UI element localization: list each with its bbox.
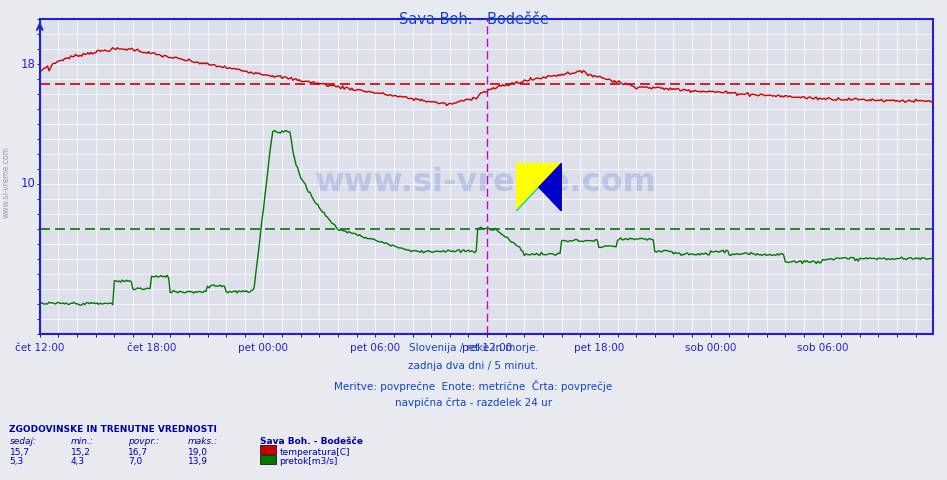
Polygon shape: [516, 163, 562, 211]
Text: pet 18:00: pet 18:00: [574, 343, 624, 353]
Text: sob 06:00: sob 06:00: [796, 343, 849, 353]
Text: navpična črta - razdelek 24 ur: navpična črta - razdelek 24 ur: [395, 398, 552, 408]
Text: maks.:: maks.:: [188, 437, 218, 446]
Text: sedaj:: sedaj:: [9, 437, 37, 446]
Text: Sava Boh. - Bodešče: Sava Boh. - Bodešče: [399, 12, 548, 27]
Text: pet 06:00: pet 06:00: [350, 343, 401, 353]
Text: Slovenija / reke in morje.: Slovenija / reke in morje.: [408, 343, 539, 353]
Text: 13,9: 13,9: [188, 457, 207, 467]
Text: ZGODOVINSKE IN TRENUTNE VREDNOSTI: ZGODOVINSKE IN TRENUTNE VREDNOSTI: [9, 425, 218, 434]
Polygon shape: [516, 187, 539, 211]
Text: temperatura[C]: temperatura[C]: [279, 448, 349, 457]
Text: 4,3: 4,3: [71, 457, 85, 467]
Text: čet 12:00: čet 12:00: [15, 343, 64, 353]
Text: 10: 10: [21, 178, 35, 191]
Text: pretok[m3/s]: pretok[m3/s]: [279, 457, 338, 467]
Text: 19,0: 19,0: [188, 448, 207, 457]
Text: www.si-vreme.com: www.si-vreme.com: [315, 167, 657, 198]
Text: 18: 18: [21, 58, 35, 71]
Text: 15,2: 15,2: [71, 448, 91, 457]
Text: zadnja dva dni / 5 minut.: zadnja dva dni / 5 minut.: [408, 361, 539, 372]
Text: 16,7: 16,7: [128, 448, 148, 457]
Text: čet 18:00: čet 18:00: [127, 343, 176, 353]
Text: min.:: min.:: [71, 437, 94, 446]
Text: 5,3: 5,3: [9, 457, 24, 467]
Text: pet 00:00: pet 00:00: [239, 343, 289, 353]
Text: sob 00:00: sob 00:00: [685, 343, 737, 353]
Polygon shape: [539, 163, 562, 211]
Text: pet 12:00: pet 12:00: [462, 343, 512, 353]
Text: 15,7: 15,7: [9, 448, 29, 457]
Text: Meritve: povprečne  Enote: metrične  Črta: povprečje: Meritve: povprečne Enote: metrične Črta:…: [334, 380, 613, 392]
Text: povpr.:: povpr.:: [128, 437, 159, 446]
Text: www.si-vreme.com: www.si-vreme.com: [2, 146, 11, 218]
Text: Sava Boh. - Bodešče: Sava Boh. - Bodešče: [260, 437, 364, 446]
Text: 7,0: 7,0: [128, 457, 142, 467]
